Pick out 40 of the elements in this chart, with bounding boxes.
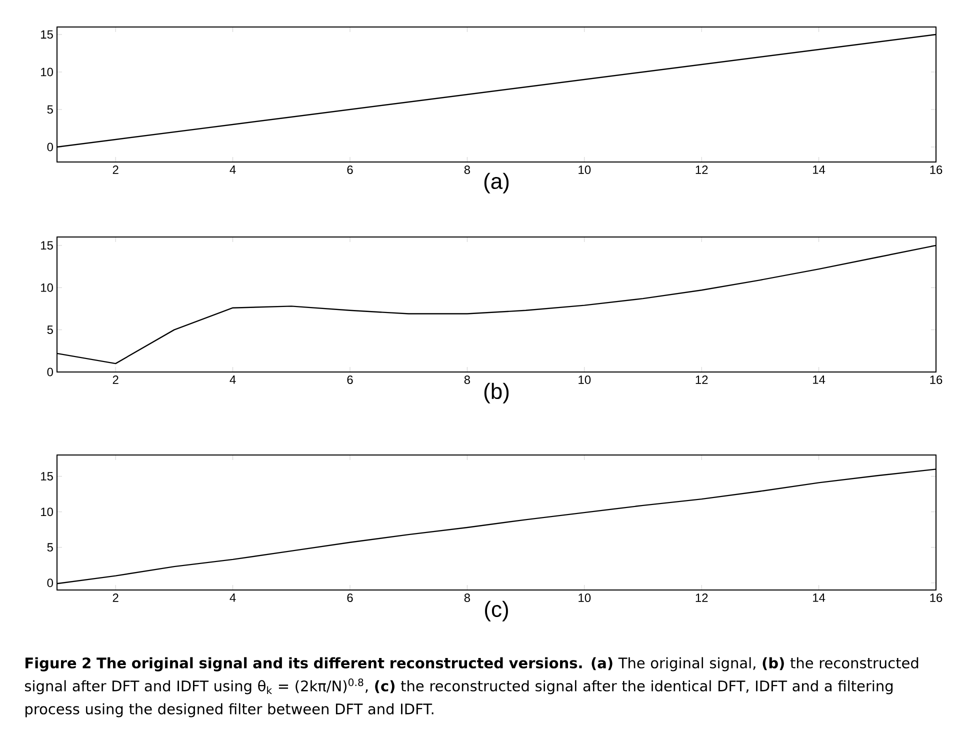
x-axis-title: (a) (484, 172, 509, 194)
x-tick-label: 6 (347, 376, 353, 384)
y-tick-label: 15 (41, 30, 53, 39)
text: Figure 2 The original signal and its different reconstructed versions. (a) The original signal, (b) the reconstructed signal after DFT and IDFT using θ$_{k}$ = (2kπ/N)$^{0.8}$, (c) the reconstructed signal after the identical DFT, IDFT and a filtering process using the designed filter between DFT and IDFT. (24, 657, 918, 718)
y-tick-label: 10 (41, 508, 53, 516)
x-tick-label: 2 (112, 376, 118, 384)
y-tick-label: 10 (41, 68, 53, 76)
y-tick-label: 10 (41, 283, 53, 292)
x-tick-label: 8 (464, 166, 470, 174)
x-axis-title: (c) (485, 600, 508, 622)
x-tick-label: 12 (696, 166, 708, 174)
y-tick-label: 0 (47, 142, 54, 152)
y-tick-label: 5 (47, 543, 53, 552)
x-tick-label: 4 (230, 376, 236, 384)
x-axis-title: (b) (484, 382, 509, 404)
y-tick-label: 5 (47, 105, 53, 114)
x-tick-label: 16 (930, 166, 942, 174)
x-tick-label: 6 (347, 166, 353, 174)
x-tick-label: 10 (578, 376, 591, 384)
x-tick-label: 12 (696, 376, 708, 384)
x-tick-label: 12 (696, 594, 708, 602)
x-tick-label: 4 (230, 166, 236, 174)
x-tick-label: 16 (930, 376, 942, 384)
y-tick-label: 0 (47, 368, 54, 376)
x-tick-label: 14 (813, 376, 826, 384)
y-tick-label: 0 (47, 578, 54, 588)
x-tick-label: 16 (930, 594, 942, 602)
x-tick-label: 8 (464, 594, 470, 602)
y-tick-label: 5 (47, 326, 53, 334)
x-tick-label: 6 (347, 594, 353, 602)
x-tick-label: 2 (112, 166, 118, 174)
x-tick-label: 14 (813, 166, 826, 174)
x-tick-label: 14 (813, 594, 826, 602)
x-tick-label: 2 (112, 594, 118, 602)
y-tick-label: 15 (41, 472, 53, 480)
x-tick-label: 10 (578, 166, 591, 174)
x-tick-label: 8 (464, 376, 470, 384)
y-tick-label: 15 (41, 241, 53, 250)
x-tick-label: 10 (578, 594, 591, 602)
x-tick-label: 4 (230, 594, 236, 602)
